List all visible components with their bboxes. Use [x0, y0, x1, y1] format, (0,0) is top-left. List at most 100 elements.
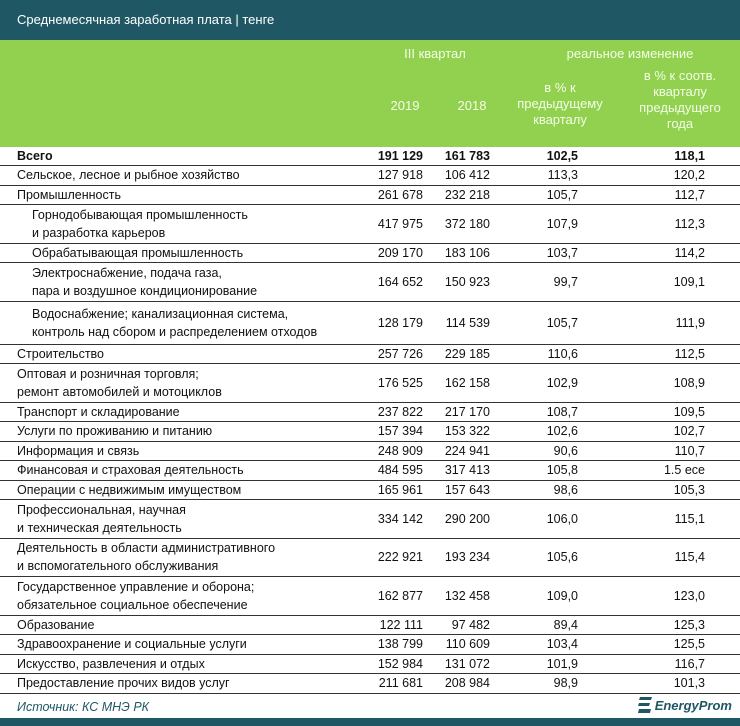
row-label-line: Всего	[17, 149, 53, 163]
value-2018: 162 158	[444, 375, 490, 390]
value-prev-quarter: 98,6	[553, 482, 578, 497]
value-prev-quarter: 105,7	[546, 315, 578, 330]
value-2018: 208 984	[444, 676, 490, 691]
row-label-line: Строительство	[17, 346, 104, 361]
value-prev-year: 109,1	[673, 274, 705, 289]
value-prev-quarter: 109,0	[546, 588, 578, 603]
value-2018: 217 170	[444, 404, 490, 419]
value-prev-quarter: 99,7	[553, 274, 578, 289]
source-note: Источник: КС МНЭ РК	[17, 700, 150, 714]
value-prev-quarter: 98,9	[553, 676, 578, 691]
value-prev-quarter: 113,3	[547, 168, 578, 183]
header-line: предыдущего	[639, 100, 721, 115]
row-label-line: Здравоохранение и социальные услуги	[17, 637, 247, 652]
row-label-line: Образование	[17, 617, 95, 632]
value-prev-year: 112,7	[674, 187, 705, 202]
header-group-real-change: реальное изменение	[566, 46, 694, 61]
row-label: Всего	[17, 147, 53, 165]
value-prev-quarter: 106,0	[546, 511, 578, 526]
row-label: Услуги по проживанию и питанию	[17, 422, 212, 440]
table-row: Здравоохранение и социальные услуги 138 7…	[0, 635, 740, 655]
row-label-line: Предоставление прочих видов услуг	[17, 676, 230, 691]
table-row: Электроснабжение, подача газа, пара и воз…	[0, 263, 740, 302]
row-label: Операции с недвижимым имуществом	[17, 481, 241, 499]
value-prev-year: 112,5	[674, 346, 705, 361]
value-2018: 132 458	[444, 588, 490, 603]
value-prev-quarter: 89,4	[553, 617, 578, 632]
value-prev-quarter: 103,7	[546, 245, 578, 260]
table-row: Предоставление прочих видов услуг 211 681…	[0, 674, 740, 694]
value-prev-quarter: 105,8	[546, 463, 578, 478]
row-label-line: Финансовая и страховая деятельность	[17, 463, 244, 478]
value-2018: 114 539	[445, 315, 490, 330]
value-prev-year: 1.5 есе	[663, 463, 705, 478]
value-prev-year: 125,5	[673, 637, 705, 652]
row-label: Транспорт и складирование	[17, 403, 180, 421]
value-prev-year: 115,4	[674, 550, 705, 565]
value-prev-quarter: 108,7	[546, 404, 578, 419]
value-prev-quarter: 102,5	[546, 149, 578, 163]
bottom-bar	[0, 718, 740, 726]
footer: Источник: КС МНЭ РК EnergyProm	[0, 696, 740, 718]
value-2018: 183 106	[444, 245, 490, 260]
table-row: Водоснабжение; канализационная система, к…	[0, 302, 740, 345]
value-2018: 157 643	[444, 482, 490, 497]
value-2018: 232 218	[444, 187, 490, 202]
value-prev-year: 110,7	[674, 443, 705, 458]
row-label-line: Профессиональная, научная	[17, 502, 186, 517]
value-2018: 193 234	[444, 550, 490, 565]
row-label: Сельское, лесное и рыбное хозяйство	[17, 166, 240, 184]
row-label: Искусство, развлечения и отдых	[17, 655, 205, 673]
table-row: Информация и связь 248 909 224 941 90,6 110,…	[0, 442, 740, 461]
table-row: Образование 122 111 97 482 89,4 125,3	[0, 616, 740, 635]
value-2018: 317 413	[444, 463, 490, 478]
value-2018: 229 185	[444, 346, 490, 361]
value-2018: 153 322	[444, 424, 490, 439]
value-2019: 248 909	[377, 443, 423, 458]
value-2019: 164 652	[377, 274, 423, 289]
row-label-line: Горнодобывающая промышленность	[32, 207, 248, 222]
table-row: Обрабатывающая промышленность 209 170 183 …	[0, 244, 740, 263]
header-line: кварталу	[653, 84, 707, 99]
header-2018: 2018	[457, 98, 487, 113]
value-2019: 484 595	[377, 463, 423, 478]
value-prev-quarter: 102,6	[546, 424, 578, 439]
row-label: Информация и связь	[17, 442, 139, 460]
value-2019: 176 525	[377, 375, 423, 390]
table-row: Деятельность в области административного…	[0, 539, 740, 577]
row-label-line: Транспорт и складирование	[17, 404, 180, 419]
value-2019: 334 142	[377, 511, 423, 526]
value-prev-quarter: 102,9	[546, 375, 578, 390]
value-prev-quarter: 105,7	[546, 187, 578, 202]
value-prev-year: 118,1	[674, 149, 705, 163]
value-prev-year: 101,3	[673, 676, 705, 691]
row-label-line: контроль над сбором и распределением отх…	[32, 324, 318, 339]
value-2019: 128 179	[377, 315, 423, 330]
table-row: Всего 191 129 161 783 102,5 118,1	[0, 147, 740, 166]
row-label-line: Водоснабжение; канализационная система,	[32, 306, 289, 321]
value-2018: 224 941	[444, 443, 490, 458]
value-2019: 157 394	[377, 424, 423, 439]
value-prev-year: 114,2	[674, 245, 705, 260]
value-2019: 222 921	[377, 550, 423, 565]
table-row: Горнодобывающая промышленность и разработ…	[0, 205, 740, 244]
row-label: Государственное управление и оборона; обя…	[17, 578, 254, 614]
row-label: Профессиональная, научная и техническая д…	[17, 501, 186, 537]
row-label-line: Операции с недвижимым имуществом	[17, 482, 242, 497]
value-2019: 191 129	[377, 149, 423, 163]
row-label-line: пара и воздушное кондиционирование	[32, 283, 258, 298]
value-prev-year: 115,1	[674, 511, 705, 526]
row-label-line: Государственное управление и оборона;	[17, 579, 255, 594]
value-2019: 209 170	[377, 245, 423, 260]
row-label-line: Услуги по проживанию и питанию	[17, 424, 213, 439]
row-label: Горнодобывающая промышленность и разработ…	[32, 206, 248, 242]
value-prev-quarter: 105,6	[546, 550, 578, 565]
value-2018: 290 200	[444, 511, 490, 526]
value-2018: 161 783	[444, 149, 490, 163]
row-label-line: и вспомогательного обслуживания	[17, 559, 219, 574]
header-line: года	[666, 116, 694, 131]
header-line: в % к соотв.	[643, 68, 717, 83]
table-row: Транспорт и складирование 237 822 217 170 1…	[0, 403, 740, 422]
row-label-line: Информация и связь	[17, 443, 140, 458]
row-label-line: Электроснабжение, подача газа,	[32, 265, 222, 280]
